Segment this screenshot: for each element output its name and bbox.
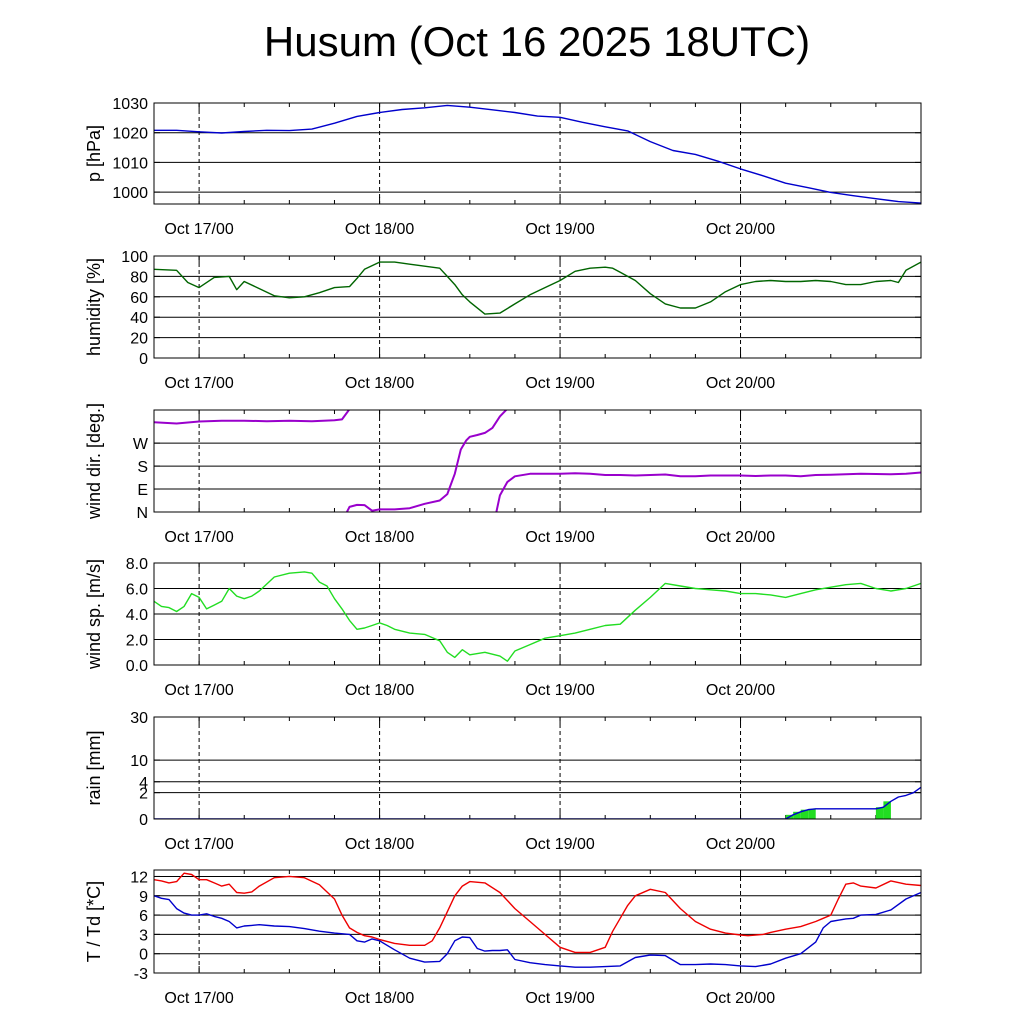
y-tick-label: 12 <box>130 869 148 886</box>
y-tick-label: 1010 <box>112 155 148 172</box>
y-axis-label: p [hPa] <box>84 125 104 182</box>
y-tick-label: 9 <box>139 889 148 906</box>
rain-bar <box>875 807 884 819</box>
y-tick-label: W <box>133 436 149 453</box>
x-tick-label: Oct 20/00 <box>706 836 775 853</box>
x-tick-label: Oct 17/00 <box>164 682 233 699</box>
x-tick-label: Oct 20/00 <box>706 529 775 546</box>
x-tick-label: Oct 18/00 <box>345 682 414 699</box>
y-tick-label: 40 <box>130 310 148 327</box>
y-tick-label: 0 <box>139 812 148 829</box>
y-tick-label: 4 <box>139 775 148 792</box>
x-tick-label: Oct 18/00 <box>345 990 414 1007</box>
x-tick-label: Oct 17/00 <box>164 529 233 546</box>
y-tick-label: 0 <box>139 947 148 964</box>
series-line-1 <box>154 104 921 204</box>
y-tick-label: 0 <box>139 351 148 368</box>
x-tick-label: Oct 19/00 <box>525 221 594 238</box>
panel-5: 0 24 10 30 Oct 17/00 Oct 18/00 Oct 19/00 Oct 20… <box>84 710 922 853</box>
y-tick-label: 10 <box>130 753 148 770</box>
y-tick-label: 1020 <box>112 126 148 143</box>
x-tick-label: Oct 20/00 <box>706 682 775 699</box>
panel-frame <box>153 869 922 974</box>
series-line-1 <box>154 261 921 315</box>
y-tick-label: 3 <box>139 927 148 944</box>
series-line-1 <box>154 410 351 425</box>
x-tick-label: Oct 17/00 <box>164 836 233 853</box>
series-line-3 <box>495 471 921 512</box>
x-tick-label: Oct 18/00 <box>345 836 414 853</box>
y-tick-label: 20 <box>130 331 148 348</box>
panel-1: 1000 1010 1020 1030 Oct 17/00 Oct 18/00 Oct 19… <box>84 96 922 238</box>
panel-4: 0.0 2.0 4.0 6.0 8.0 Oct 17/00 Oct 18/00 Oct 19/… <box>84 556 922 699</box>
x-tick-label: Oct 19/00 <box>525 836 594 853</box>
y-axis-label: T / Td [*C] <box>84 881 104 962</box>
panel-6: -3 0 3 6 9 12 Oct 17/00 Oct 18/00 Oct 19/00 Oct 2… <box>84 869 922 1007</box>
y-tick-label: 60 <box>130 290 148 307</box>
x-tick-label: Oct 20/00 <box>706 221 775 238</box>
x-tick-label: Oct 19/00 <box>525 682 594 699</box>
y-tick-label: 80 <box>130 269 148 286</box>
panel-frame <box>153 102 922 205</box>
y-tick-label: 1030 <box>112 96 148 113</box>
series-line-2 <box>345 410 508 512</box>
y-tick-label: E <box>137 482 148 499</box>
y-tick-label: 6 <box>139 908 148 925</box>
y-tick-label: 100 <box>121 249 148 266</box>
y-tick-label: 8.0 <box>126 556 148 573</box>
panel-frame <box>153 409 922 513</box>
panel-2: 0 20 40 60 80 100 Oct 17/00 Oct 18/00 Oct 19/00 O… <box>84 249 922 392</box>
y-axis-label: wind sp. [m/s] <box>84 559 104 670</box>
x-tick-label: Oct 19/00 <box>525 529 594 546</box>
y-axis-label: rain [mm] <box>84 730 104 805</box>
y-axis-label: humidity [%] <box>84 258 104 356</box>
y-tick-label: N <box>136 505 148 522</box>
rain-bar <box>793 811 801 819</box>
x-tick-label: Oct 18/00 <box>345 221 414 238</box>
x-tick-label: Oct 18/00 <box>345 375 414 392</box>
y-tick-label: 30 <box>130 710 148 727</box>
y-tick-label: -3 <box>134 966 148 983</box>
rain-bar <box>883 801 891 819</box>
x-tick-label: Oct 17/00 <box>164 375 233 392</box>
rain-bar <box>800 809 809 819</box>
y-tick-label: 2.0 <box>126 633 148 650</box>
x-tick-label: Oct 20/00 <box>706 375 775 392</box>
x-tick-label: Oct 17/00 <box>164 990 233 1007</box>
y-tick-label: 4.0 <box>126 607 148 624</box>
x-tick-label: Oct 19/00 <box>525 375 594 392</box>
x-tick-label: Oct 19/00 <box>525 990 594 1007</box>
panel-frame <box>153 716 922 820</box>
y-tick-label: 0.0 <box>126 658 148 675</box>
y-tick-label: S <box>137 459 148 476</box>
panel-frame <box>153 255 922 359</box>
series-line-1 <box>154 571 921 662</box>
series-line-T <box>154 872 921 954</box>
rain-bar <box>808 808 816 819</box>
x-tick-label: Oct 17/00 <box>164 221 233 238</box>
y-tick-label: 1000 <box>112 185 148 202</box>
panel-frame <box>153 562 922 666</box>
x-tick-label: Oct 18/00 <box>345 529 414 546</box>
y-tick-label: 6.0 <box>126 582 148 599</box>
series-line-Td <box>154 891 921 968</box>
y-tick-label: 2 <box>139 786 148 803</box>
series-line-1 <box>154 786 921 819</box>
x-tick-label: Oct 20/00 <box>706 990 775 1007</box>
chart-title: Husum (Oct 16 2025 18UTC) <box>263 18 811 65</box>
y-axis-label: wind dir. [deg.] <box>84 403 104 520</box>
